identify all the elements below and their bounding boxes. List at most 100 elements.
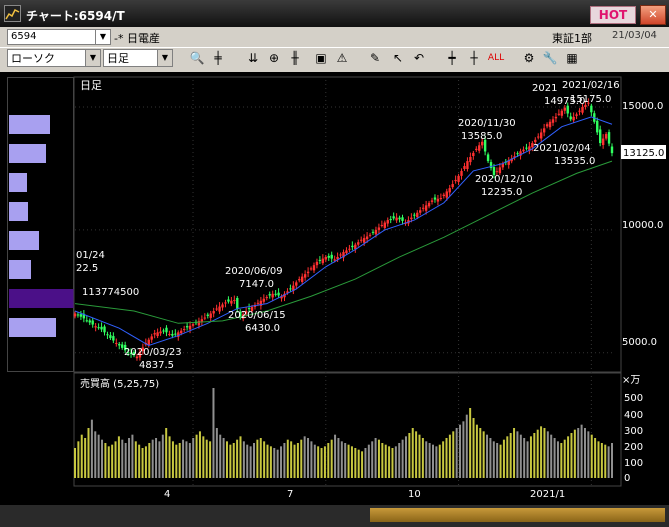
annotation-value: 4837.5 <box>139 360 174 371</box>
hot-button[interactable]: HOT <box>590 6 636 24</box>
annotation-date: 2020/06/15 <box>228 310 286 321</box>
annotation-value: 113774500 <box>82 287 139 298</box>
candle-body <box>445 191 448 198</box>
candle-body <box>563 107 566 111</box>
candle-body <box>398 217 401 220</box>
candle-body <box>309 268 313 270</box>
candle-body <box>495 171 499 173</box>
candle-body <box>244 311 248 314</box>
annotation-date: 2020/11/30 <box>458 118 516 129</box>
candle-body <box>362 238 366 243</box>
profile-bar <box>9 318 56 337</box>
candle-body <box>486 154 490 162</box>
candle-body <box>168 333 171 335</box>
candle-body <box>91 320 94 325</box>
candle-body <box>191 324 195 326</box>
candle-body <box>121 344 124 348</box>
candle-body <box>277 292 280 296</box>
search-chart-icon[interactable]: ⊕ <box>268 51 280 65</box>
candle-body <box>336 256 339 260</box>
color-palette-icon[interactable]: ▦ <box>566 51 578 65</box>
candle-body <box>345 250 348 254</box>
trend-icon[interactable]: ╫ <box>291 51 299 65</box>
candle-body <box>507 160 510 165</box>
candle-body <box>85 320 89 322</box>
candle-body <box>286 291 289 293</box>
candle-body <box>126 352 130 354</box>
settings-icon[interactable]: ⚙ <box>523 51 535 65</box>
stock-code-input[interactable]: 6594 <box>7 29 97 45</box>
indicator-icon[interactable]: ⇊ <box>247 51 259 65</box>
candle-body <box>383 222 387 228</box>
crosshair-icon[interactable]: ╪ <box>214 51 222 65</box>
code-dropdown-button[interactable]: ▼ <box>95 29 111 45</box>
candle-body <box>283 293 286 298</box>
zoom-icon[interactable]: 🔍 <box>189 51 205 65</box>
candle-body <box>132 352 136 356</box>
candle-body <box>436 198 440 202</box>
volume-tick-label: 300 <box>624 426 643 437</box>
candle-body <box>492 167 496 175</box>
candle-body <box>233 299 236 301</box>
candle-body <box>560 110 564 116</box>
volume-tick-label: 100 <box>624 458 643 469</box>
chart-type-select[interactable]: ローソク ▼ <box>7 49 101 67</box>
undo-icon[interactable]: ↶ <box>413 51 425 65</box>
candle-body <box>327 255 330 258</box>
period-select[interactable]: 日足 ▼ <box>103 49 173 67</box>
candle-body <box>466 161 469 169</box>
all-icon[interactable]: ALL <box>487 53 505 63</box>
gridlines <box>75 80 612 485</box>
candle-body <box>584 104 587 108</box>
close-button[interactable]: ✕ <box>640 5 666 25</box>
candle-body <box>463 166 466 169</box>
candle-body <box>115 342 118 344</box>
bars-icon[interactable]: ┼ <box>470 51 478 65</box>
candle-body <box>174 333 177 335</box>
candle-body <box>389 219 392 221</box>
annotation-value: 15175.0 <box>570 94 611 105</box>
scroll-thumb[interactable] <box>370 508 665 522</box>
chevron-down-icon: ▼ <box>157 50 172 66</box>
profile-bar <box>9 202 28 221</box>
stick-icon[interactable]: ┿ <box>448 51 456 65</box>
candle-body <box>147 339 150 345</box>
pen-icon[interactable]: ✎ <box>369 51 381 65</box>
annotation-date: 2020/12/10 <box>475 174 533 185</box>
candle-body <box>188 325 192 330</box>
candle-body <box>185 326 189 328</box>
annotation-value: 7147.0 <box>239 279 274 290</box>
candle-body <box>197 320 201 326</box>
info-bar <box>0 27 669 47</box>
title-bar[interactable]: チャート:6594/T HOT ✕ <box>0 0 669 27</box>
candle-body <box>289 288 292 290</box>
candle-body <box>215 308 218 310</box>
candle-body <box>109 335 112 339</box>
volume-unit: ×万 <box>622 375 640 386</box>
volume-tick-label: 200 <box>624 442 643 453</box>
annotation-date: 01/24 <box>76 250 105 261</box>
price-plot-frame <box>73 76 622 373</box>
candle-body <box>324 256 327 260</box>
candle-body <box>230 300 233 304</box>
hot-label: HOT <box>598 8 628 22</box>
wrench-icon[interactable]: 🔧 <box>542 51 558 65</box>
candle-body <box>424 205 428 211</box>
candle-body <box>386 220 389 224</box>
annotation-date: 2021 <box>532 83 557 94</box>
candle-body <box>510 158 513 162</box>
alert-icon[interactable]: ⚠ <box>336 51 348 65</box>
candle-body <box>94 326 97 328</box>
volume-label: 売買高 (5,25,75) <box>80 377 159 390</box>
candle-body <box>112 336 115 341</box>
candle-body <box>79 314 83 317</box>
candle-body <box>348 248 351 250</box>
candles <box>73 98 614 361</box>
ma-long-line <box>74 160 613 324</box>
profile-bar <box>9 231 39 250</box>
candle-body <box>315 261 319 266</box>
candle-body <box>306 271 310 274</box>
ticket-icon[interactable]: ▣ <box>315 51 327 65</box>
cursor-icon[interactable]: ↖ <box>392 51 404 65</box>
